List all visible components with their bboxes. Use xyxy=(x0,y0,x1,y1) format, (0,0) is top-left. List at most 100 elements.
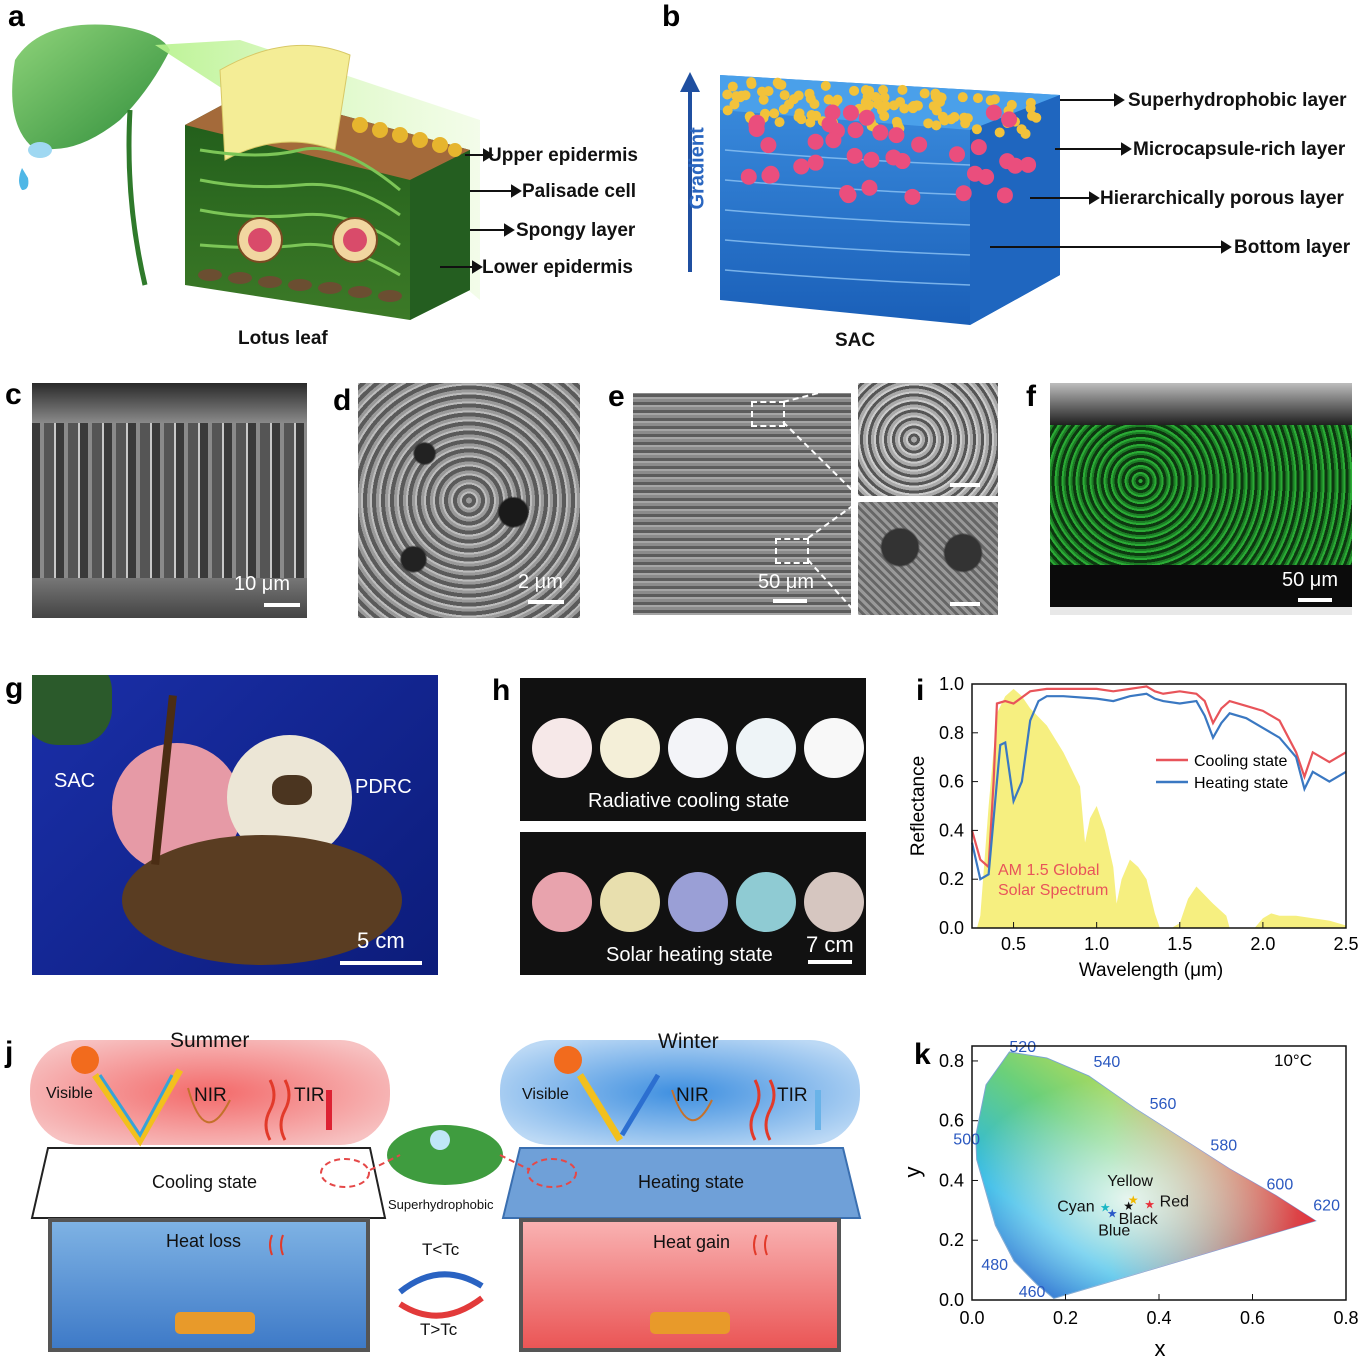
y-tick-label: 0.0 xyxy=(939,1290,964,1310)
data-point: ★ xyxy=(1107,1206,1118,1220)
scale-bar xyxy=(264,603,300,607)
building-scheme xyxy=(30,1040,862,1352)
microcapsule-dot xyxy=(911,100,922,111)
sample-disc xyxy=(736,718,796,778)
plot-frame xyxy=(971,683,1347,929)
layer-label-lower-epidermis: Lower epidermis xyxy=(482,257,633,278)
caption-solar-heating: Solar heating state xyxy=(606,944,773,966)
scale-bar-label: 50 μm xyxy=(1282,569,1338,591)
x-tick-label: 2.0 xyxy=(1250,934,1275,954)
winter-sky xyxy=(500,1040,860,1145)
microcapsule-dot xyxy=(994,127,1005,138)
photo-pouring-test: SAC PDRC 5 cm xyxy=(32,675,438,975)
sample-disc xyxy=(600,872,660,932)
photo-cooling-state: Radiative cooling state xyxy=(520,678,866,821)
label-tir-winter: TIR xyxy=(777,1085,808,1106)
microcapsule-dot xyxy=(888,127,905,144)
sem-image-cross-section: 10 μm xyxy=(32,383,307,618)
panel-label-a: a xyxy=(8,0,25,33)
layer-label-upper-epidermis: Upper epidermis xyxy=(488,145,638,166)
microcapsule-dot xyxy=(878,84,889,95)
spectral-locus-white-point xyxy=(975,1051,1316,1299)
solar-annotation-line1: AM 1.5 Global xyxy=(998,862,1099,879)
microcapsule-dot xyxy=(722,89,733,100)
caption-sac: SAC xyxy=(835,330,876,351)
x-tick-label: 0.5 xyxy=(1001,934,1026,954)
microcapsule-dot xyxy=(839,185,856,202)
microcapsule-dot xyxy=(860,85,871,96)
microcapsule-dot xyxy=(820,80,831,91)
microcapsule-dot xyxy=(825,132,842,149)
microcapsule-dot xyxy=(1001,111,1018,128)
wavelength-label: 460 xyxy=(1019,1284,1046,1301)
microcapsule-dot xyxy=(972,93,983,104)
microcapsule-dot xyxy=(778,104,789,115)
microcapsule-dot xyxy=(971,124,982,135)
wavelength-label: 560 xyxy=(1150,1096,1177,1113)
microcapsule-dot xyxy=(806,109,817,120)
microcapsule-dot xyxy=(807,154,824,171)
sem-image-porous: 2 μm xyxy=(358,383,580,618)
y-tick-label: 0.4 xyxy=(939,1170,964,1190)
microcapsule-dot xyxy=(936,92,947,103)
summer-sky xyxy=(30,1040,390,1145)
x-tick-label: 0.4 xyxy=(1146,1308,1171,1328)
microcapsule-dot xyxy=(860,97,871,108)
label-winter: Winter xyxy=(658,1030,719,1053)
sofa-icon xyxy=(175,1312,255,1334)
data-point: ★ xyxy=(1128,1193,1139,1207)
microcapsule-dot xyxy=(805,93,816,104)
y-tick-label: 0.8 xyxy=(939,1051,964,1071)
liquid-pool xyxy=(122,835,402,965)
x-tick-label: 1.5 xyxy=(1167,934,1192,954)
sun-icon xyxy=(71,1046,99,1074)
x-tick-label: 1.0 xyxy=(1084,934,1109,954)
scale-bar xyxy=(808,960,852,964)
wavelength-label: 540 xyxy=(1094,1054,1121,1071)
panel-label-h: h xyxy=(492,674,511,707)
solar-annotation-line2: Solar Spectrum xyxy=(998,882,1108,899)
microcapsule-dot xyxy=(772,77,783,88)
sample-disc xyxy=(804,872,864,932)
microcapsule-dot xyxy=(1016,124,1027,135)
microcapsule-dot xyxy=(849,85,860,96)
sample-disc xyxy=(532,872,592,932)
sample-disc xyxy=(804,718,864,778)
wavelength-label: 480 xyxy=(981,1257,1008,1274)
x-tick-label: 0.6 xyxy=(1240,1308,1265,1328)
panel-label-j: j xyxy=(5,1036,14,1069)
axis-title-y: Reflectance xyxy=(908,756,929,856)
microcapsule-dot xyxy=(861,179,878,196)
microcapsule-dot xyxy=(805,117,816,128)
cycle-arrow-top xyxy=(398,1271,484,1295)
microcapsule-dot xyxy=(970,139,987,156)
panel-label-f: f xyxy=(1026,380,1036,413)
photo-tag-sac: SAC xyxy=(54,770,96,792)
microcapsule-dot xyxy=(842,104,859,121)
scale-bar-label: 50 μm xyxy=(758,571,814,593)
microcapsule-dot xyxy=(779,90,790,101)
microcapsule-dot xyxy=(949,146,966,163)
microcapsule-dot xyxy=(872,124,889,141)
sem-image-zoom-bottom xyxy=(858,502,998,615)
scale-bar-label: 10 μm xyxy=(234,573,290,595)
microcapsule-dot xyxy=(904,188,921,205)
label-visible-summer: Visible xyxy=(46,1085,93,1102)
fluorescence-image: 50 μm xyxy=(1050,383,1352,615)
microcapsule-dot xyxy=(1020,156,1037,173)
sem-image-zoom-top xyxy=(858,383,998,496)
scale-bar xyxy=(773,599,807,603)
y-tick-label: 0.8 xyxy=(939,723,964,743)
microcapsule-dot xyxy=(807,133,824,150)
label-heating-state: Heating state xyxy=(638,1172,745,1192)
sample-disc xyxy=(668,718,728,778)
microcapsule-dot xyxy=(960,118,971,129)
layer-label-superhydrophobic: Superhydrophobic layer xyxy=(1128,90,1347,111)
microcapsule-dot xyxy=(931,120,942,131)
microcapsule-dot xyxy=(793,90,804,101)
x-tick-label: 0.8 xyxy=(1333,1308,1358,1328)
data-point-label: Black xyxy=(1119,1211,1159,1228)
microcapsule-dot xyxy=(847,122,864,139)
microcapsule-dot xyxy=(919,88,930,99)
scale-bar xyxy=(1298,598,1332,602)
